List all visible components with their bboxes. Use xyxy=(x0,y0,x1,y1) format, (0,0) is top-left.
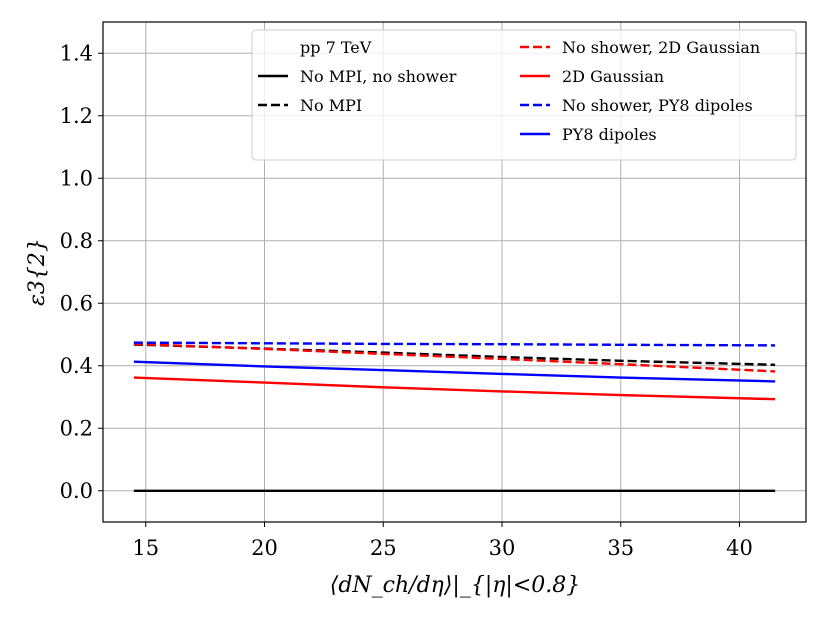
legend-box xyxy=(251,29,797,161)
y-tick-label: 0.6 xyxy=(60,291,93,315)
legend-label: No shower, PY8 dipoles xyxy=(562,96,753,115)
x-tick-label: 35 xyxy=(607,536,634,560)
y-tick-label: 1.2 xyxy=(60,104,93,128)
y-tick-label: 0.2 xyxy=(60,416,93,440)
series-line-2d-gaussian xyxy=(133,376,776,401)
x-tick-label: 15 xyxy=(132,536,159,560)
x-axis-label: ⟨dN_ch/dη⟩|_{|η|<0.8} xyxy=(330,573,581,598)
y-tick-label: 1.4 xyxy=(60,41,93,65)
series-line-no-shower-py8-dipoles xyxy=(133,341,776,347)
legend-label: No MPI xyxy=(300,96,362,115)
series-line-no-shower-2d-gaussian xyxy=(133,342,776,373)
legend-label: No shower, 2D Gaussian xyxy=(562,38,760,57)
series-lines xyxy=(133,341,776,492)
x-tick-label: 20 xyxy=(251,536,278,560)
y-tick-label: 0.4 xyxy=(60,354,93,378)
legend: pp 7 TeV No MPI, no shower No MPI No showe… xyxy=(251,29,797,161)
y-axis-label: ε3{2} xyxy=(25,238,50,306)
legend-title: pp 7 TeV xyxy=(300,38,372,57)
x-tick-label: 25 xyxy=(370,536,397,560)
y-tick-label: 1.0 xyxy=(60,166,93,190)
y-tick-label: 0.8 xyxy=(60,229,93,253)
x-tick-label: 40 xyxy=(726,536,753,560)
legend-label: 2D Gaussian xyxy=(562,67,664,86)
y-tick-label: 0.0 xyxy=(60,479,93,503)
legend-label: PY8 dipoles xyxy=(562,125,657,144)
legend-label: No MPI, no shower xyxy=(300,67,457,86)
plot-frame xyxy=(102,21,807,523)
x-tick-label: 30 xyxy=(489,536,516,560)
axis-ticks: 15 20 25 30 35 40 0.0 0.2 0.4 0.6 0.8 1.0 1.2 1.4 xyxy=(60,41,753,560)
series-line-py8-dipoles xyxy=(133,360,776,383)
